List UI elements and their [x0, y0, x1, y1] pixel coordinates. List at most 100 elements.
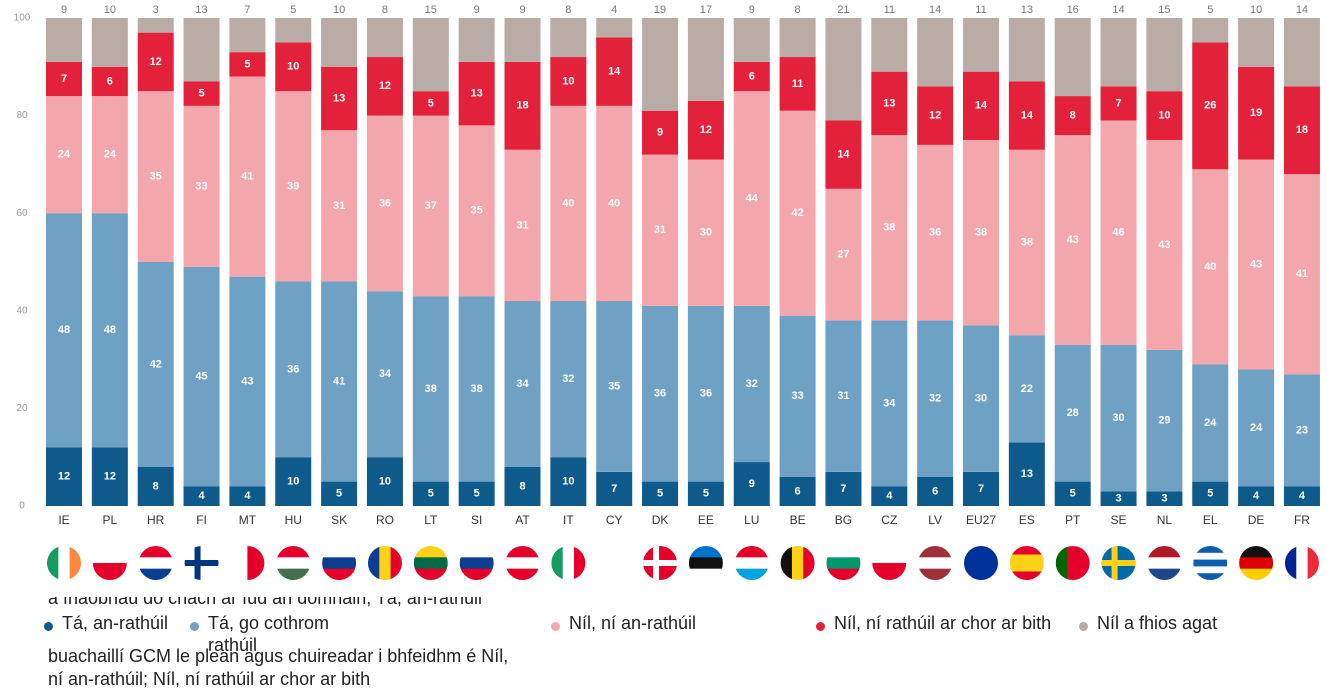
bar-segment [91, 66, 128, 97]
flag-part [230, 546, 248, 580]
flag-part [1009, 563, 1044, 572]
data-label: 5 [1070, 488, 1076, 500]
flag-part [276, 546, 311, 558]
bar-segment [1146, 91, 1183, 140]
data-label: 40 [562, 197, 574, 209]
x-tick-label: SI [471, 513, 482, 527]
bar-segment [412, 296, 449, 482]
bar-segment [1238, 18, 1275, 67]
data-label: 32 [929, 393, 941, 405]
data-label: 4 [1253, 490, 1260, 502]
flag-part [92, 563, 127, 580]
flag-part [734, 546, 769, 558]
data-label: 9 [519, 4, 525, 16]
data-label: 10 [562, 476, 574, 488]
bar-segment [1008, 18, 1045, 82]
flag-part [734, 557, 769, 570]
flag-part [1067, 546, 1079, 580]
bar-segment [229, 52, 266, 77]
data-label: 12 [58, 471, 70, 483]
data-label: 6 [107, 75, 113, 87]
legend-marker [551, 622, 560, 631]
data-label: 31 [837, 390, 849, 402]
bar-segment [321, 130, 358, 282]
flag-part [1284, 546, 1297, 580]
bar-segment [1192, 42, 1229, 170]
bar-segment [1146, 18, 1183, 92]
bar-segment [366, 291, 403, 458]
data-label: 9 [61, 4, 67, 16]
data-label: 10 [287, 61, 299, 73]
flag-part [367, 546, 380, 580]
bar-segment [229, 76, 266, 277]
data-label: 29 [1158, 415, 1170, 427]
flag-part [138, 546, 173, 558]
bar-segment [596, 471, 633, 506]
bar-segment [1283, 86, 1320, 175]
data-label: 9 [474, 4, 480, 16]
flag [688, 546, 723, 580]
flag-part [551, 546, 564, 580]
bar-segment [183, 105, 220, 267]
data-label: 14 [929, 4, 941, 16]
flag-part [688, 557, 723, 570]
bar-segment [825, 471, 862, 506]
flag-part [1101, 560, 1136, 566]
data-label: 5 [428, 488, 434, 500]
bar-segment [458, 125, 495, 297]
data-label: 3 [1115, 493, 1121, 505]
data-label: 30 [975, 393, 987, 405]
data-label: 15 [1158, 4, 1170, 16]
data-label: 43 [241, 375, 253, 387]
flag [505, 546, 540, 580]
bar-segment [733, 462, 770, 506]
data-label: 48 [58, 324, 70, 336]
bar-segment [596, 37, 633, 106]
y-tick-label: 20 [16, 403, 28, 414]
flag [184, 546, 219, 580]
data-label: 35 [471, 205, 483, 217]
x-tick-label: FR [1294, 513, 1310, 527]
bar-segment [596, 105, 633, 302]
flag-part [1009, 546, 1044, 555]
bar-segment [275, 281, 312, 458]
data-label: 38 [975, 227, 987, 239]
data-label: 10 [562, 75, 574, 87]
data-label: 6 [749, 70, 755, 82]
flag [643, 546, 678, 580]
flag-part [138, 568, 173, 580]
flag [322, 546, 357, 580]
bar-segment [183, 266, 220, 487]
flag-part [1307, 546, 1319, 580]
data-label: 35 [150, 171, 162, 183]
bar-segment [137, 18, 174, 33]
bar-segment [1100, 86, 1137, 121]
bar-segment [91, 96, 128, 214]
bar-segment [687, 159, 724, 306]
data-label: 39 [287, 180, 299, 192]
data-label: 12 [929, 110, 941, 122]
data-label: 43 [1250, 258, 1262, 270]
data-label: 13 [1021, 4, 1033, 16]
bar-segment [825, 188, 862, 321]
x-tick-label: SE [1111, 513, 1127, 527]
flag-part [1193, 573, 1228, 580]
flag-part [791, 546, 804, 580]
data-label: 31 [654, 224, 666, 236]
flag [1009, 546, 1044, 580]
bar-segment [1100, 120, 1137, 345]
bar-segment [642, 305, 679, 482]
bar-segment [137, 91, 174, 262]
bar-segment [779, 18, 816, 58]
bar-segment [1192, 364, 1229, 482]
data-label: 14 [1296, 4, 1308, 16]
data-label: 14 [975, 100, 988, 112]
bar-segment [229, 276, 266, 487]
bar-segment [46, 96, 82, 214]
flag [1147, 546, 1182, 580]
flag-part [1147, 546, 1182, 558]
bar-segment [1008, 442, 1045, 506]
bar-segment [275, 457, 312, 506]
bar-segment [550, 57, 587, 106]
data-label: 38 [883, 222, 895, 234]
